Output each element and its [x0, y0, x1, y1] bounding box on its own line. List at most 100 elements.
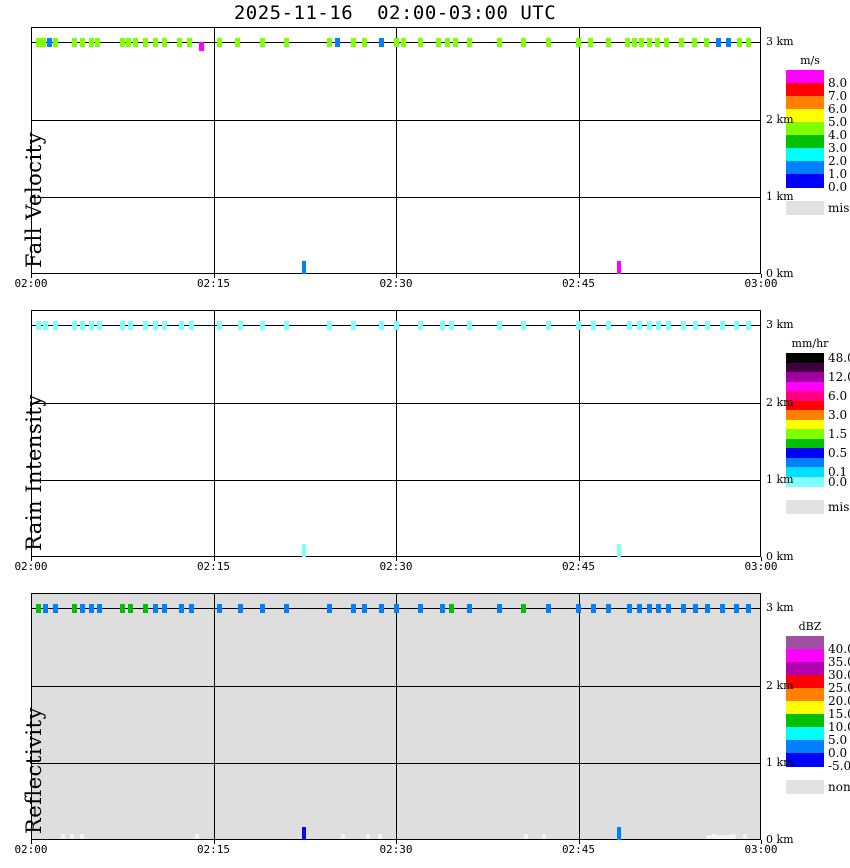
data-cell	[128, 321, 133, 330]
colorbar-band	[786, 109, 824, 123]
data-cell	[588, 38, 593, 47]
colorbar-band	[786, 70, 824, 84]
data-cell	[238, 604, 243, 613]
data-cell	[97, 604, 102, 613]
data-cell	[143, 604, 148, 613]
data-cell	[80, 604, 85, 613]
colorbar-tick-label: 1.5	[828, 426, 848, 441]
colorbar-band	[786, 161, 824, 175]
data-cell	[705, 321, 710, 330]
data-cell	[133, 38, 138, 47]
surface-clutter	[524, 834, 528, 839]
colorbar-unit-label: m/s	[800, 54, 820, 67]
data-cell	[497, 604, 502, 613]
data-cell	[576, 321, 581, 330]
colorbar-tick-label: 1.0	[828, 167, 848, 181]
data-cell	[655, 38, 660, 47]
x-axis-tick-label: 03:00	[744, 843, 778, 856]
colorbar-band	[786, 701, 824, 715]
data-cell	[681, 604, 686, 613]
colorbar-tick-label: 48.0	[828, 350, 850, 365]
data-cell	[440, 604, 445, 613]
data-cell	[546, 604, 551, 613]
data-cell	[379, 38, 384, 47]
colorbar-tick-label: 6.0	[828, 388, 848, 403]
data-cell	[53, 321, 58, 330]
data-cell	[453, 38, 458, 47]
y-axis-tick-label: 1 km	[766, 755, 794, 769]
colorbar-tick-label: 30.0	[828, 668, 850, 682]
colorbar-tick-label: 2.0	[828, 154, 848, 168]
data-cell	[189, 604, 194, 613]
gridline-vertical	[396, 27, 397, 274]
x-axis-tick	[31, 557, 32, 561]
y-axis-tick-label: 3 km	[766, 35, 794, 49]
x-axis-tick-label: 02:15	[196, 843, 231, 856]
data-cell	[36, 321, 41, 330]
data-cell	[126, 38, 131, 47]
data-cell	[606, 38, 611, 47]
surface-clutter	[542, 834, 546, 839]
colorbar-band	[786, 467, 824, 478]
colorbar-band	[786, 122, 824, 136]
data-cell	[128, 604, 133, 613]
data-cell	[467, 604, 472, 613]
data-cell	[625, 38, 630, 47]
data-cell	[89, 321, 94, 330]
colorbar-tick-label: 8.0	[828, 76, 848, 90]
colorbar-band	[786, 740, 824, 754]
data-cell	[97, 321, 102, 330]
data-cell	[664, 38, 669, 47]
data-cell	[394, 321, 399, 330]
colorbar-tick-label: 12.0	[828, 369, 850, 384]
data-cell	[217, 38, 222, 47]
data-cell	[362, 604, 367, 613]
colorbar-band	[786, 362, 824, 373]
colorbar-band	[786, 636, 824, 650]
x-axis-tick-label: 02:30	[379, 277, 413, 290]
data-cell	[53, 38, 58, 47]
colorbar-tick-label: 4.0	[828, 128, 848, 142]
colorbar-missing-swatch	[786, 500, 824, 514]
x-axis-tick-label: 03:00	[744, 560, 778, 573]
data-cell	[726, 38, 731, 47]
x-axis-tick-label: 02:30	[379, 843, 413, 856]
colorbar-tick-label: 35.0	[828, 655, 850, 669]
data-layer	[31, 593, 761, 840]
data-cell	[716, 38, 721, 47]
colorbar-missing-label: miss	[828, 500, 850, 514]
x-axis-tick	[213, 840, 215, 844]
gridline-vertical	[578, 310, 580, 557]
data-cell	[647, 604, 652, 613]
x-axis-tick	[761, 274, 762, 278]
surface-clutter	[706, 835, 736, 839]
gridline-vertical	[578, 593, 580, 840]
data-cell	[734, 604, 739, 613]
x-axis-tick	[396, 274, 397, 278]
data-cell	[394, 604, 399, 613]
colorbar-tick-label: 3.0	[828, 141, 848, 155]
data-cell	[394, 38, 399, 47]
x-axis-tick-label: 02:45	[561, 560, 596, 573]
data-cell	[704, 38, 709, 47]
data-cell	[627, 604, 632, 613]
y-axis-tick-label: 0 km	[766, 267, 794, 280]
data-cell	[302, 544, 306, 557]
data-cell	[681, 321, 686, 330]
colorbar-band	[786, 753, 824, 767]
data-layer	[31, 310, 761, 557]
colorbar-band	[786, 476, 824, 487]
colorbar-tick-label: 15.0	[828, 707, 850, 721]
data-cell	[199, 42, 204, 51]
data-cell	[746, 604, 751, 613]
colorbar-tick-label: 0.0	[828, 746, 848, 760]
data-cell	[72, 321, 77, 330]
data-cell	[639, 38, 644, 47]
colorbar-tick-label: 40.0	[828, 642, 850, 656]
colorbar-band	[786, 714, 824, 728]
data-cell	[351, 38, 356, 47]
x-axis-tick-label: 03:00	[744, 277, 778, 290]
colorbar-band	[786, 448, 824, 459]
data-cell	[449, 321, 454, 330]
data-cell	[436, 38, 441, 47]
